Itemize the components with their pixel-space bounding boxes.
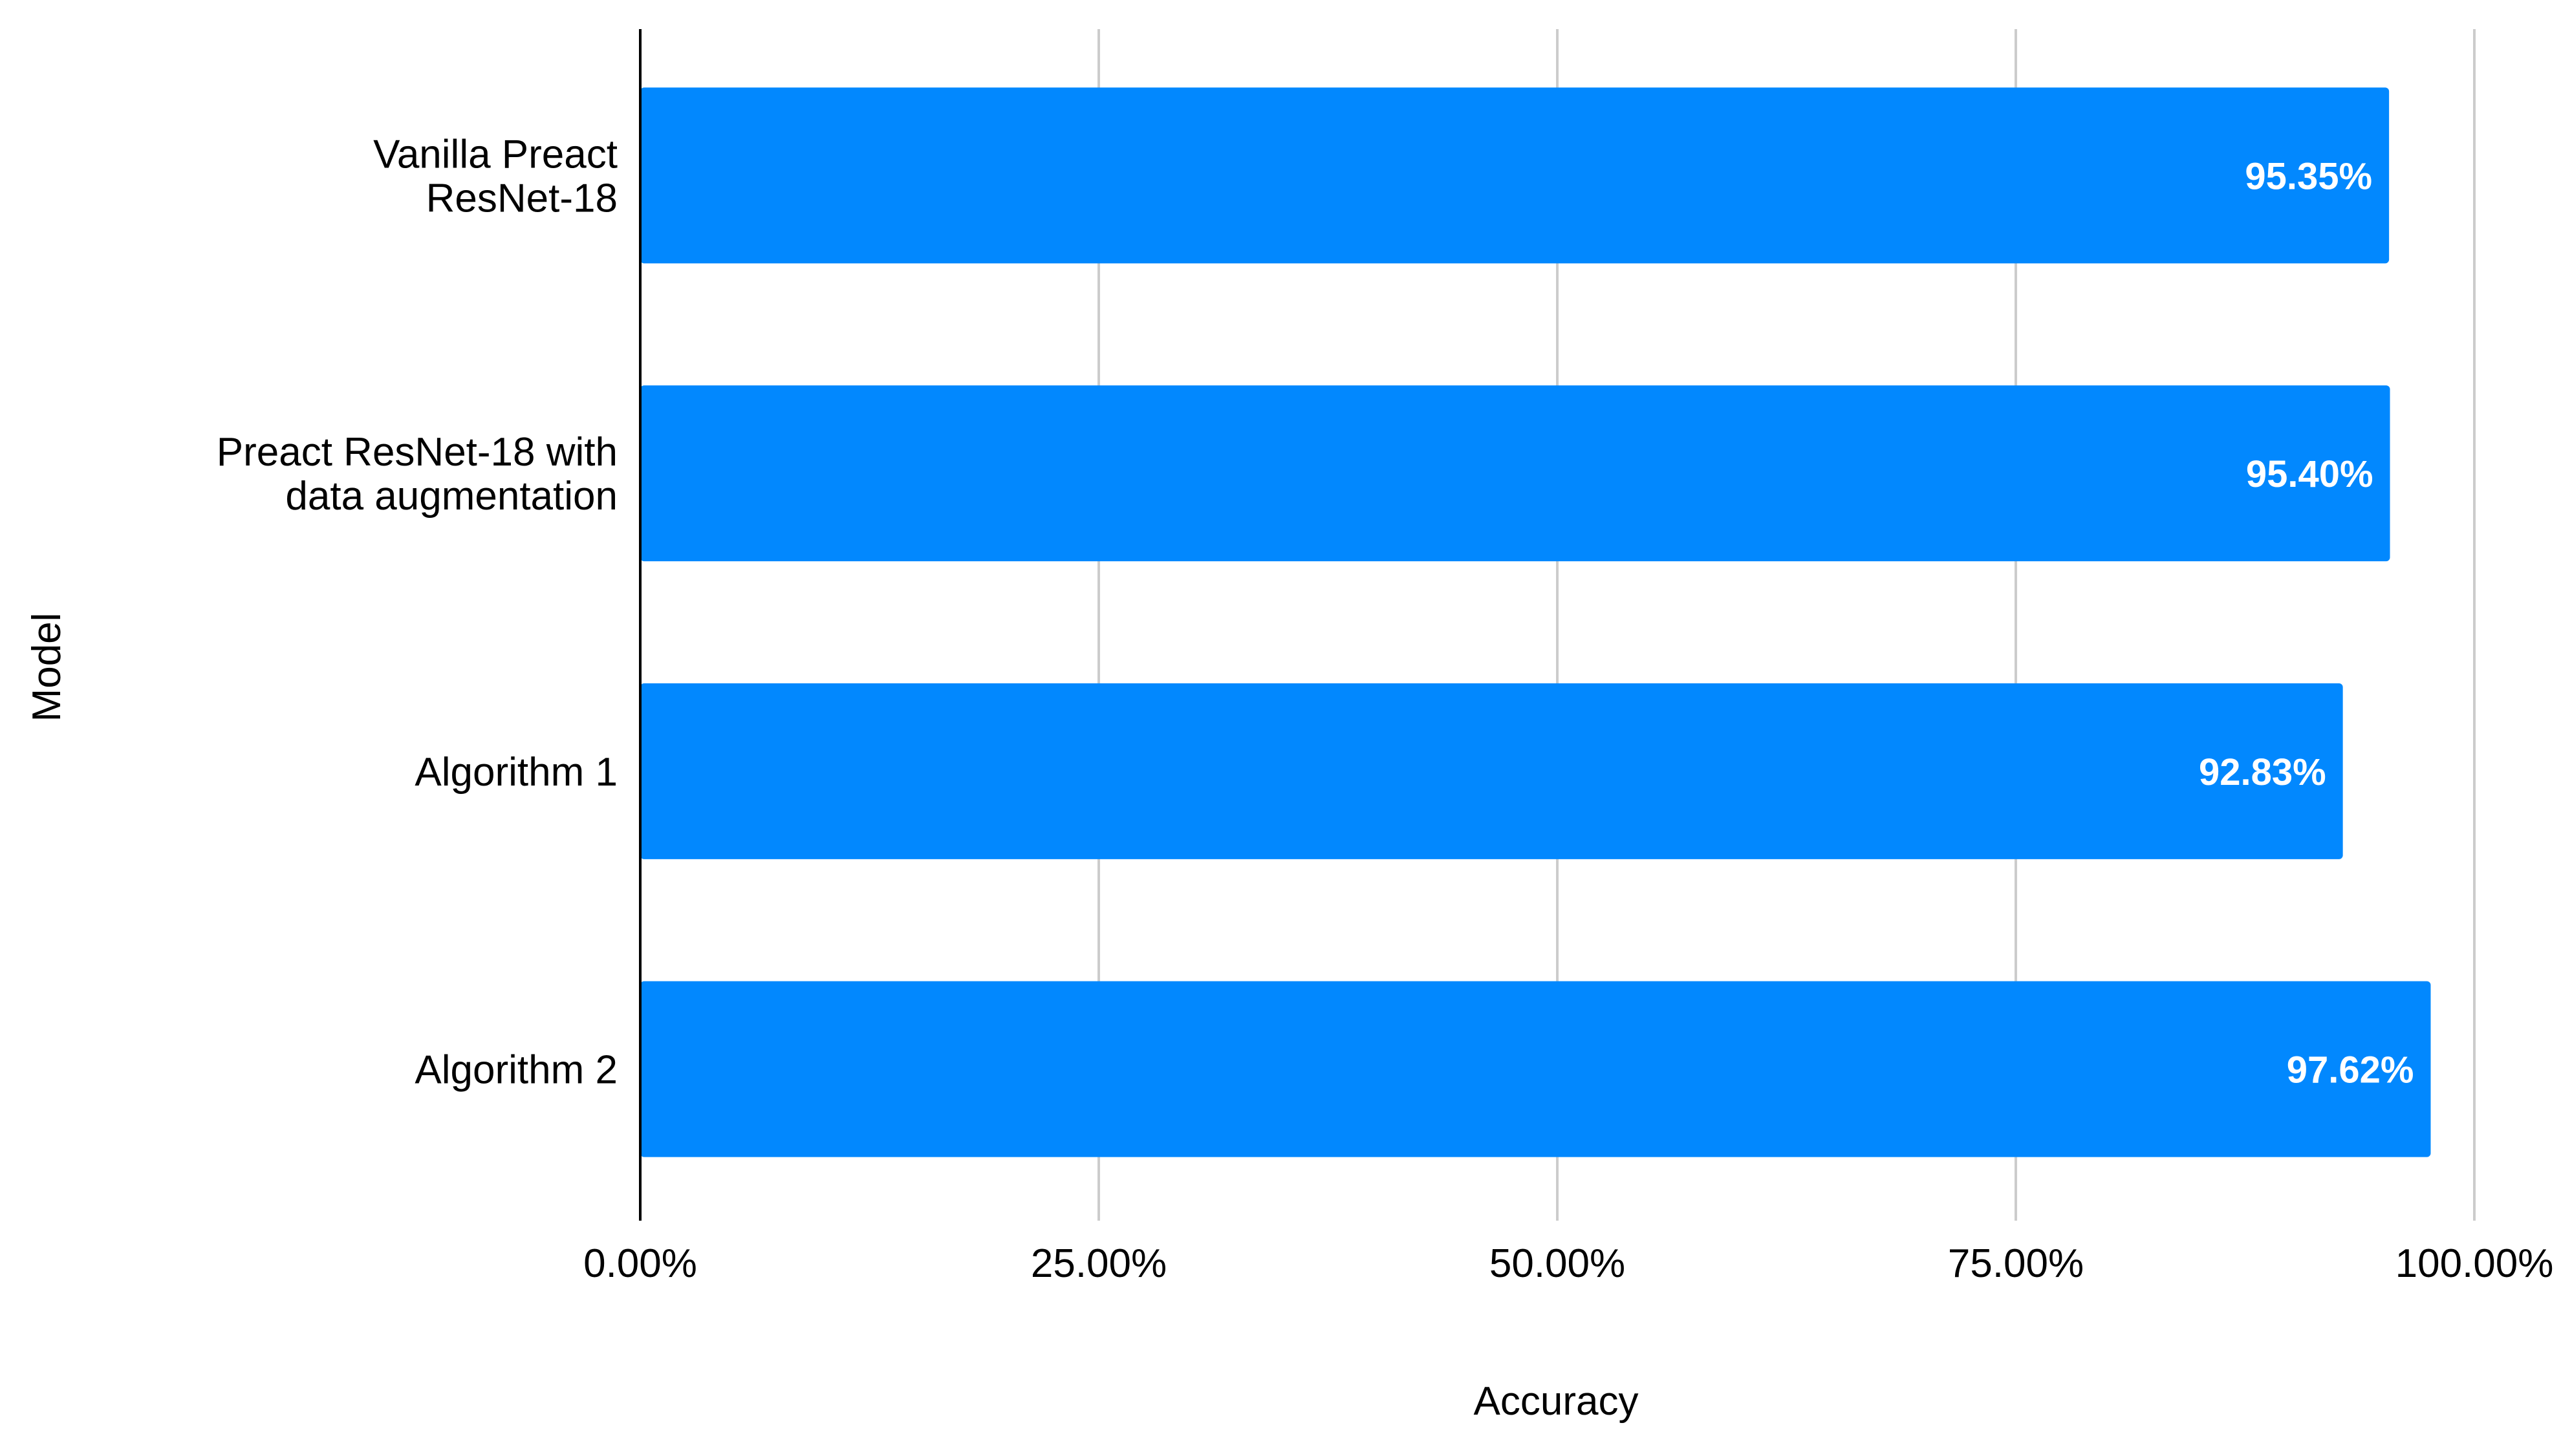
y-category-label-line: Algorithm 1 [415, 750, 618, 795]
bar-3 [640, 683, 2343, 859]
y-category-label-line: Vanilla Preact [373, 132, 618, 177]
y-category-label-line: Preact ResNet-18 with [217, 430, 618, 475]
bar-value-label: 95.40% [2246, 453, 2373, 495]
y-category-label: Preact ResNet-18 with data augmentation [217, 430, 618, 519]
y-category-label: Algorithm 1 [415, 750, 618, 795]
x-axis-title: Accuracy [1474, 1379, 1639, 1424]
bars [640, 87, 2431, 1157]
y-category-label-line: Algorithm 2 [415, 1048, 618, 1093]
bar-1 [640, 87, 2390, 264]
x-tick-label: 75.00% [1948, 1241, 2084, 1286]
y-category-label-line: ResNet-18 [426, 176, 618, 220]
x-tick-label: 0.00% [583, 1241, 697, 1286]
bar-value-label: 92.83% [2199, 751, 2326, 793]
bar-value-label: 97.62% [2287, 1049, 2414, 1091]
bar-4 [640, 981, 2431, 1157]
y-category-label: Vanilla Preact ResNet-18 [373, 132, 618, 220]
y-category-label-line: data augmentation [285, 474, 618, 519]
bar-2 [640, 385, 2390, 562]
x-tick-label: 50.00% [1489, 1241, 1625, 1286]
y-axis-title: Model [25, 613, 69, 722]
labels: 0.00% 25.00% 50.00% 75.00% 100.00% 95.35% Vani… [217, 132, 2554, 1286]
x-tick-label: 100.00% [2395, 1241, 2554, 1286]
y-category-label: Algorithm 2 [415, 1048, 618, 1093]
x-tick-label: 25.00% [1031, 1241, 1167, 1286]
bar-value-label: 95.35% [2245, 155, 2372, 197]
